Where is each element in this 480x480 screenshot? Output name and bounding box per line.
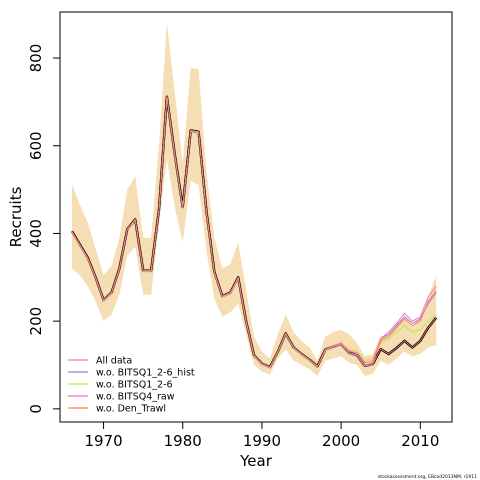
series-line-all-data-overlay xyxy=(71,96,437,368)
x-axis-title: Year xyxy=(239,452,273,470)
x-tick-label: 1970 xyxy=(84,432,122,450)
confidence-band-area xyxy=(71,23,437,376)
x-tick-label: 1990 xyxy=(243,432,281,450)
y-tick-label: 600 xyxy=(27,131,45,160)
legend-label: w.o. BITSQ1_2-6 xyxy=(96,380,173,391)
legend-label: w.o. Den_Trawl xyxy=(96,404,166,415)
y-tick-label: 800 xyxy=(27,44,45,73)
y-tick-label: 0 xyxy=(27,404,45,414)
y-axis-title: Recruits xyxy=(7,186,25,247)
legend-label: w.o. BITSQ1_2-6_hist xyxy=(96,368,195,379)
y-axis: 0 200 400 600 800 xyxy=(27,44,60,414)
x-tick-label: 1980 xyxy=(164,432,202,450)
y-tick-label: 400 xyxy=(27,219,45,248)
x-tick-label: 2010 xyxy=(401,432,439,450)
legend-label: w.o. BITSQ4_raw xyxy=(96,392,175,403)
x-axis: 1970 1980 1990 2000 2010 xyxy=(84,422,439,450)
series-lines xyxy=(70,95,438,369)
y-tick-label: 200 xyxy=(27,307,45,336)
x-tick-label: 2000 xyxy=(322,432,360,450)
footnote: stockassessment.org, EBcod2013NM, r1911 xyxy=(378,474,477,480)
plot-frame xyxy=(59,11,453,423)
confidence-band xyxy=(71,23,437,376)
legend-label: All data xyxy=(96,356,132,367)
